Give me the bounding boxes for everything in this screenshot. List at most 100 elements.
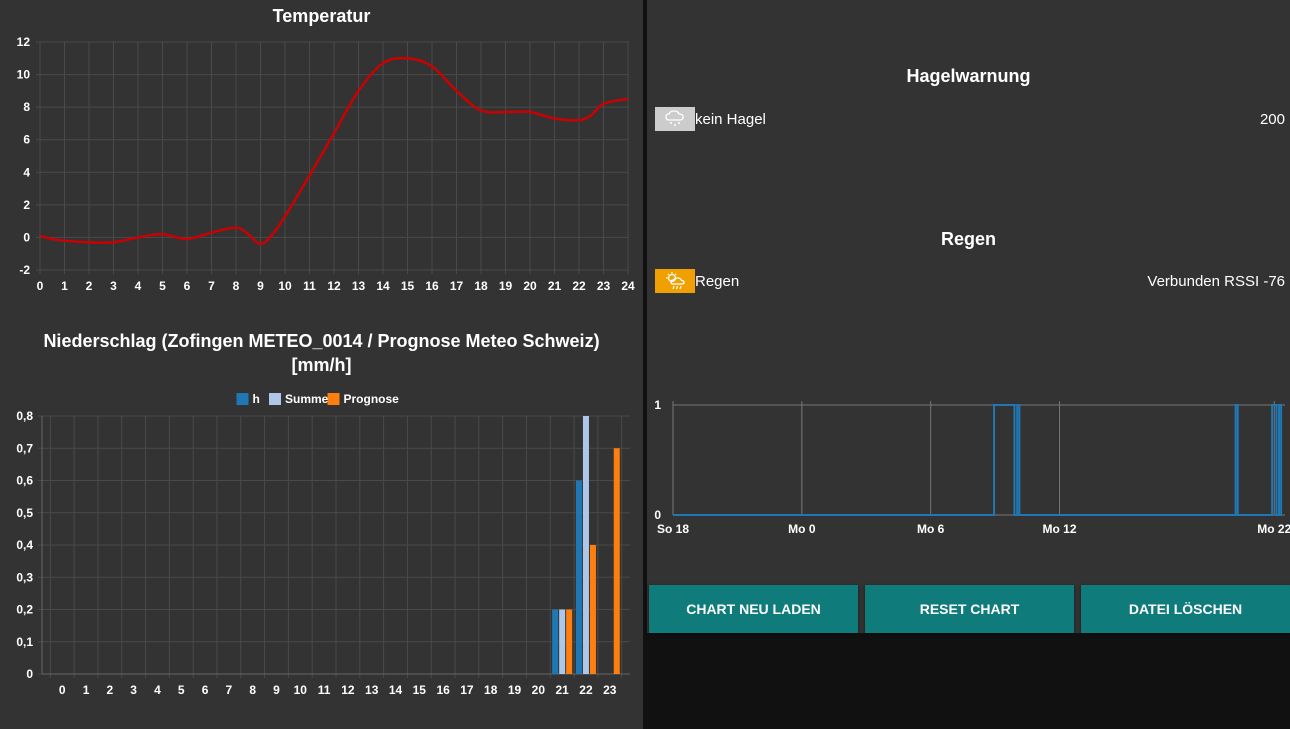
bar-summe [559,609,566,674]
y-tick-label: 0,6 [16,474,33,488]
rain-status-label: Regen [695,272,740,290]
x-tick-label: 20 [532,683,546,697]
rain-status-row: Regen Verbunden RSSI -76 [655,269,1285,293]
reset-chart-button[interactable]: RESET CHART [865,585,1074,633]
hail-cloud-icon [655,107,695,131]
y-tick-label: 10 [17,68,31,82]
x-tick-label: 24 [621,279,635,293]
temperature-series-line [39,56,629,246]
x-tick-label: 9 [273,683,280,697]
x-tick-label: 2 [107,683,114,697]
legend-label: h [253,392,260,406]
x-tick-label: 6 [184,279,191,293]
x-tick-label: 8 [249,683,256,697]
x-tick-label: 10 [278,279,292,293]
y-tick-label: -2 [19,263,30,277]
hail-status-value: 200 [1259,110,1285,128]
x-tick-label: Mo 22 [1257,522,1290,536]
x-tick-label: 19 [508,683,522,697]
y-tick-label: 1 [654,398,661,412]
x-tick-label: 11 [303,279,316,293]
y-tick-label: 0 [26,667,33,681]
x-tick-label: 5 [178,683,185,697]
x-tick-label: 16 [425,279,439,293]
x-tick-label: 0 [59,683,66,697]
x-tick-label: 21 [555,683,569,697]
y-tick-label: 6 [23,133,30,147]
x-tick-label: 20 [523,279,537,293]
x-tick-label: 23 [603,683,617,697]
x-tick-label: 0 [37,279,44,293]
x-tick-label: 12 [327,279,341,293]
sun-rain-icon [655,269,695,293]
x-tick-label: 2 [86,279,93,293]
y-tick-label: 0,4 [16,538,33,552]
y-tick-label: 0,2 [16,603,33,617]
x-tick-label: 7 [208,279,215,293]
y-tick-label: 4 [23,165,30,179]
x-tick-label: 3 [130,683,137,697]
rain-section-title: Regen [940,229,996,249]
rain-status-value: Verbunden RSSI -76 [1147,272,1285,290]
y-tick-label: 0,7 [16,441,33,455]
x-tick-label: 17 [450,279,464,293]
x-tick-label: 8 [233,279,240,293]
legend-label: Prognose [344,392,400,406]
precip-chart-title: Niederschlag (Zofingen METEO_0014 / Prog… [0,329,643,377]
precip-title-line2: [mm/h] [291,355,352,375]
x-tick-label: 10 [294,683,308,697]
x-tick-label: 9 [257,279,264,293]
legend-label: Summe [285,392,329,406]
x-tick-label: 1 [61,279,68,293]
x-tick-label: 13 [365,683,379,697]
right-panel: Hagelwarnung kein Hagel 200 Regen Regen … [647,0,1290,633]
legend-swatch [236,393,249,405]
rain-series-line [673,404,1283,516]
y-tick-label: 0 [654,508,661,522]
reload-chart-button[interactable]: CHART NEU LADEN [649,585,858,633]
x-tick-label: 4 [135,279,142,293]
legend-swatch [269,393,281,405]
y-tick-label: 0,1 [16,635,33,649]
x-tick-label: 13 [352,279,366,293]
x-tick-label: 17 [460,683,474,697]
precip-title-line1: Niederschlag (Zofingen METEO_0014 / Prog… [43,331,600,351]
x-tick-label: 7 [226,683,233,697]
y-tick-label: 2 [23,198,30,212]
bar-h [575,480,582,674]
temperature-chart-title: Temperatur [272,6,371,26]
x-tick-label: 1 [83,683,90,697]
y-tick-label: 0,3 [16,570,33,584]
x-tick-label: 18 [484,683,498,697]
x-tick-label: 16 [436,683,450,697]
x-tick-label: 12 [341,683,355,697]
y-tick-label: 12 [17,35,31,49]
rain-timeline-chart: 1 0So 18 Mo 0 Mo 6 Mo 12 Mo 22 [654,398,1290,536]
hail-status-label: kein Hagel [695,110,766,128]
x-tick-label: 14 [389,683,403,697]
hail-status-row: kein Hagel 200 [655,107,1285,131]
bar-prognose [613,448,620,674]
y-tick-label: 0 [23,230,30,244]
y-tick-label: 0,5 [16,506,33,520]
x-tick-label: 15 [401,279,415,293]
bar-h [552,609,559,674]
bar-prognose [566,609,573,674]
x-tick-label: 21 [548,279,562,293]
x-tick-label: 23 [597,279,611,293]
y-tick-label: 8 [23,100,30,114]
x-tick-label: 11 [318,683,331,697]
x-tick-label: Mo 0 [788,522,816,536]
bar-prognose [589,545,596,674]
x-tick-label: 22 [572,279,586,293]
x-tick-label: 4 [154,683,161,697]
x-tick-label: 19 [499,279,513,293]
delete-file-button[interactable]: DATEI LÖSCHEN [1081,585,1290,633]
x-tick-label: 15 [413,683,427,697]
bar-summe [582,416,589,674]
x-tick-label: 14 [376,279,390,293]
temperature-chart: 0 1 2 3 4 5 6 7 8 9 10 11 12 13 14 15 16 17 18 19 20 21 22 23 24… [17,35,635,293]
x-tick-label: So 18 [657,522,689,536]
x-tick-label: 6 [202,683,209,697]
y-tick-label: 0,8 [16,409,33,423]
